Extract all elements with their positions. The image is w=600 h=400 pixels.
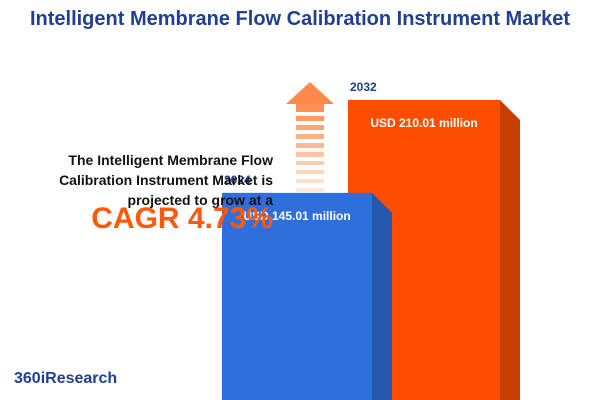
brand: 360iResearch [14,370,118,387]
category-label: 2024 [224,173,251,187]
growth-arrow [286,82,334,209]
bar-side [500,100,520,400]
bar-side [372,192,392,400]
cagr: CAGR 4.73% [91,202,273,235]
category-label: 2032 [350,80,377,94]
description: The Intelligent Membrane Flow Calibratio… [59,152,273,208]
value-label: USD 210.01 million [370,116,477,130]
bar [222,192,372,400]
chart-title: Intelligent Membrane Flow Calibration In… [29,8,571,30]
value-label: USD 145.01 million [243,209,350,223]
